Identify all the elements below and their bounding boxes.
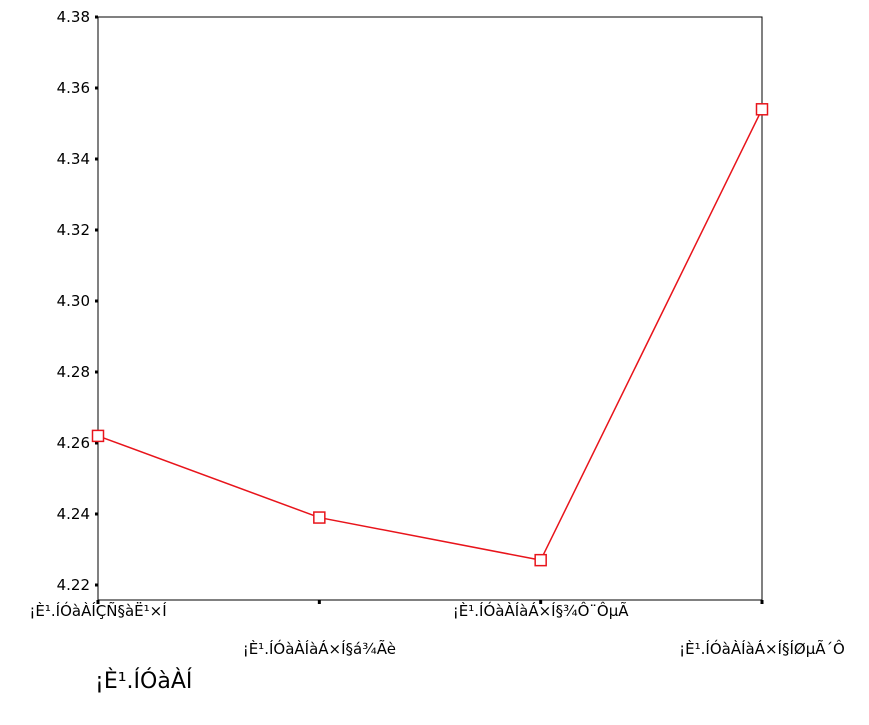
y-tick-label: 4.22 bbox=[57, 576, 90, 594]
y-tick-label: 4.24 bbox=[57, 505, 90, 523]
x-category-label: ¡È¹.ÍÓàÀÍàÁ×Í§ÍØµÃ´Ô bbox=[679, 639, 845, 658]
y-tick-label: 4.36 bbox=[57, 79, 90, 97]
y-tick-label: 4.26 bbox=[57, 434, 90, 452]
y-axis-ticks: 4.22 4.24 4.26 4.28 4.30 4.32 4.34 4.36 4.38 bbox=[57, 8, 98, 594]
y-tick-label: 4.34 bbox=[57, 150, 90, 168]
data-point-marker bbox=[755, 103, 769, 116]
y-tick-label: 4.30 bbox=[57, 292, 90, 310]
y-tick-label: 4.38 bbox=[57, 8, 90, 26]
data-point-marker bbox=[91, 429, 105, 443]
series-line bbox=[97, 108, 763, 561]
x-axis-ticks: ¡È¹.ÍÓàÀÍÇÑ§àË¹×Í ¡È¹.ÍÓàÀÍàÁ×Í§á¾Ãè ¡È¹.Í… bbox=[29, 600, 845, 658]
data-point-marker bbox=[534, 553, 547, 567]
x-category-label: ¡È¹.ÍÓàÀÍàÁ×Í§á¾Ãè bbox=[243, 639, 396, 658]
plot-frame bbox=[97, 16, 763, 601]
x-category-label: ¡È¹.ÍÓàÀÍÇÑ§àË¹×Í bbox=[29, 601, 166, 620]
data-point-marker bbox=[313, 511, 326, 524]
series-group bbox=[91, 103, 769, 567]
y-tick-label: 4.28 bbox=[57, 363, 90, 381]
x-category-label: ¡È¹.ÍÓàÀÍàÁ×Í§¾Ô¨ÔµÃ bbox=[453, 601, 630, 620]
x-axis-title: ¡È¹.ÍÓàÀÍ bbox=[95, 668, 192, 694]
y-tick-label: 4.32 bbox=[57, 221, 90, 239]
